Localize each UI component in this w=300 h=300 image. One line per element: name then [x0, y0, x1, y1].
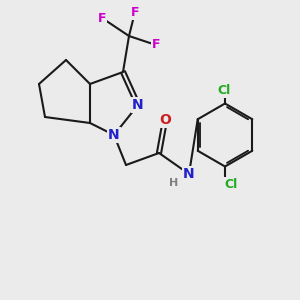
Text: N: N	[108, 128, 120, 142]
Text: F: F	[98, 11, 106, 25]
Text: Cl: Cl	[217, 83, 230, 97]
Text: F: F	[152, 38, 160, 52]
Text: F: F	[131, 5, 139, 19]
Text: O: O	[159, 113, 171, 127]
Text: H: H	[169, 178, 178, 188]
Text: N: N	[183, 167, 195, 181]
Text: N: N	[132, 98, 144, 112]
Text: Cl: Cl	[224, 178, 238, 191]
